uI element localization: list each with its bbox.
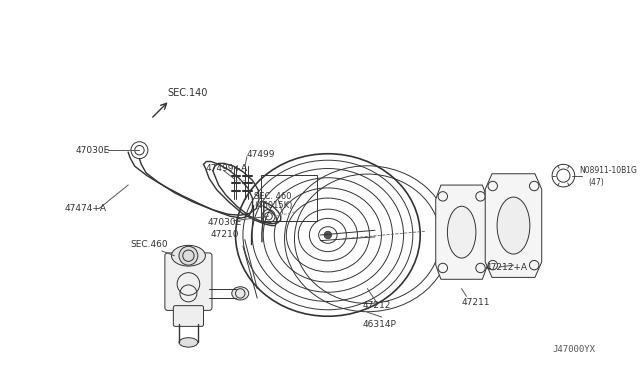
Text: 47499+A: 47499+A xyxy=(205,164,248,173)
Text: 47212: 47212 xyxy=(363,301,391,310)
Text: 47211: 47211 xyxy=(461,298,490,307)
Ellipse shape xyxy=(497,197,530,254)
Circle shape xyxy=(324,231,332,239)
Polygon shape xyxy=(436,185,488,279)
Text: (46015K): (46015K) xyxy=(254,201,292,210)
Text: 47474+A: 47474+A xyxy=(64,204,106,213)
Text: 46314P: 46314P xyxy=(363,320,397,329)
Text: (47): (47) xyxy=(589,178,605,187)
Ellipse shape xyxy=(172,246,205,266)
Text: N08911-10B1G: N08911-10B1G xyxy=(579,166,637,176)
Ellipse shape xyxy=(232,287,249,300)
Text: SEC. 460: SEC. 460 xyxy=(254,192,292,201)
Text: J47000YX: J47000YX xyxy=(552,345,595,354)
Text: 47210: 47210 xyxy=(211,230,239,239)
Text: 47499: 47499 xyxy=(247,150,275,159)
Ellipse shape xyxy=(179,338,198,347)
Ellipse shape xyxy=(447,206,476,258)
Polygon shape xyxy=(485,174,541,278)
Circle shape xyxy=(179,246,198,265)
Text: 47030E: 47030E xyxy=(207,218,241,227)
FancyBboxPatch shape xyxy=(165,253,212,310)
Text: SEC.460: SEC.460 xyxy=(130,240,168,249)
Text: 47030E: 47030E xyxy=(76,146,109,155)
Bar xyxy=(261,175,317,221)
FancyBboxPatch shape xyxy=(173,306,204,326)
Text: SEC.140: SEC.140 xyxy=(168,88,208,98)
Text: 47212+A: 47212+A xyxy=(485,263,527,272)
